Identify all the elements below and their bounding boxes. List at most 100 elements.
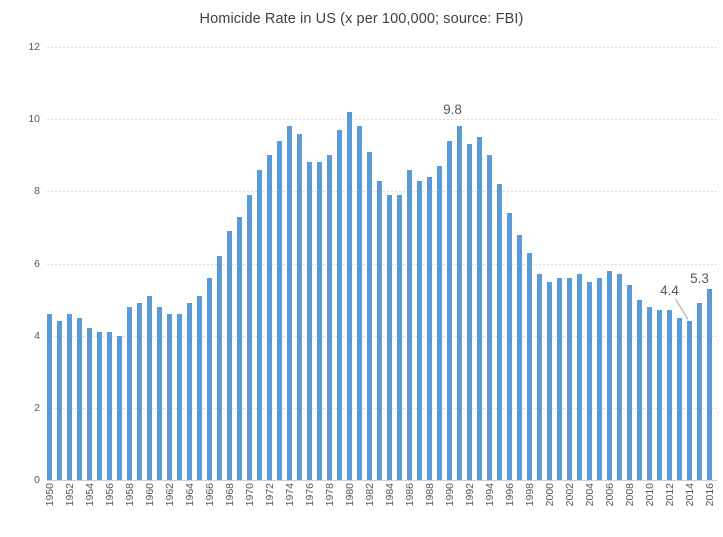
bar-2016 [707,288,712,480]
gridline-12 [47,47,717,48]
bar-1959 [137,303,142,480]
x-tick-label-1950: 1950 [43,483,56,507]
bar-1964 [187,303,192,480]
x-tick-label-1998: 1998 [523,483,536,507]
x-tick-label-1992: 1992 [463,483,476,507]
bar-1996 [507,212,512,480]
bar-1961 [157,306,162,480]
bar-1992 [467,144,472,480]
data-label-1991: 9.8 [443,102,462,118]
bar-1998 [527,252,532,480]
bar-2005 [597,277,602,480]
x-tick-label-1988: 1988 [423,483,436,507]
x-tick-label-2008: 2008 [623,483,636,507]
bar-2010 [647,306,652,480]
bar-2001 [557,277,562,480]
bar-2003 [577,274,582,480]
bar-1980 [347,111,352,480]
bar-1991 [457,126,462,480]
bar-1979 [337,129,342,480]
bar-1974 [287,126,292,480]
x-tick-label-1970: 1970 [243,483,256,507]
bar-1993 [477,137,482,480]
bar-1985 [397,194,402,480]
gridline-4 [47,335,717,337]
bar-2004 [587,281,592,480]
y-tick-label-10: 10 [28,113,40,126]
x-tick-label-1952: 1952 [63,483,76,507]
x-axis-line [47,480,717,481]
bar-1967 [217,256,222,480]
bar-1955 [97,332,102,480]
x-tick-label-1974: 1974 [283,483,296,507]
x-tick-label-1972: 1972 [263,483,276,507]
y-tick-label-8: 8 [34,185,40,198]
y-tick-label-2: 2 [34,401,40,414]
y-tick-label-12: 12 [28,41,40,53]
x-tick-label-1968: 1968 [223,483,236,507]
bar-1958 [127,306,132,480]
x-tick-label-1994: 1994 [483,483,496,507]
x-tick-label-2002: 2002 [563,483,576,507]
bar-1969 [237,216,242,480]
bar-1970 [247,194,252,480]
bar-1975 [297,133,302,480]
bar-1953 [77,317,82,480]
bar-1994 [487,155,492,480]
bar-1972 [267,155,272,480]
x-tick-label-2012: 2012 [663,483,676,507]
bar-2007 [617,274,622,480]
x-tick-label-1980: 1980 [343,483,356,507]
bar-1989 [437,166,442,480]
bar-1990 [447,140,452,480]
bar-1986 [407,169,412,480]
bar-1999 [537,274,542,480]
bar-1954 [87,328,92,480]
x-tick-label-1996: 1996 [503,483,516,507]
bar-1968 [227,231,232,480]
x-tick-label-1990: 1990 [443,483,456,507]
bar-1997 [517,234,522,480]
bar-1957 [117,335,122,480]
x-tick-label-1954: 1954 [83,483,96,507]
bar-1983 [377,180,382,480]
bar-1988 [427,176,432,480]
bar-2012 [667,310,672,480]
x-tick-label-1982: 1982 [363,483,376,507]
bar-1995 [497,184,502,480]
bar-1950 [47,314,52,480]
bar-1966 [207,277,212,480]
bar-1973 [277,140,282,480]
x-tick-label-2000: 2000 [543,483,556,507]
bar-2000 [547,281,552,480]
gridline-2 [47,407,717,409]
bar-1984 [387,194,392,480]
bar-1987 [417,180,422,480]
bar-2002 [567,277,572,480]
x-tick-label-2016: 2016 [703,483,716,507]
x-tick-label-1966: 1966 [203,483,216,507]
x-tick-label-1962: 1962 [163,483,176,507]
bar-1956 [107,332,112,480]
bar-1971 [257,169,262,480]
y-tick-label-4: 4 [34,329,40,342]
gridline-6 [47,263,717,265]
y-tick-label-6: 6 [34,257,40,270]
bar-1962 [167,314,172,480]
x-tick-label-1956: 1956 [103,483,116,507]
bar-2013 [677,317,682,480]
bar-1982 [367,151,372,480]
bar-1951 [57,321,62,480]
x-tick-label-2014: 2014 [683,483,696,507]
bar-1952 [67,314,72,480]
bar-1981 [357,126,362,480]
bar-2014 [687,321,692,480]
bar-1960 [147,295,152,480]
x-tick-label-1964: 1964 [183,483,196,507]
x-tick-label-1960: 1960 [143,483,156,507]
x-tick-label-2004: 2004 [583,483,596,507]
x-tick-label-1986: 1986 [403,483,416,507]
gridline-8 [47,191,717,193]
bar-1977 [317,162,322,480]
